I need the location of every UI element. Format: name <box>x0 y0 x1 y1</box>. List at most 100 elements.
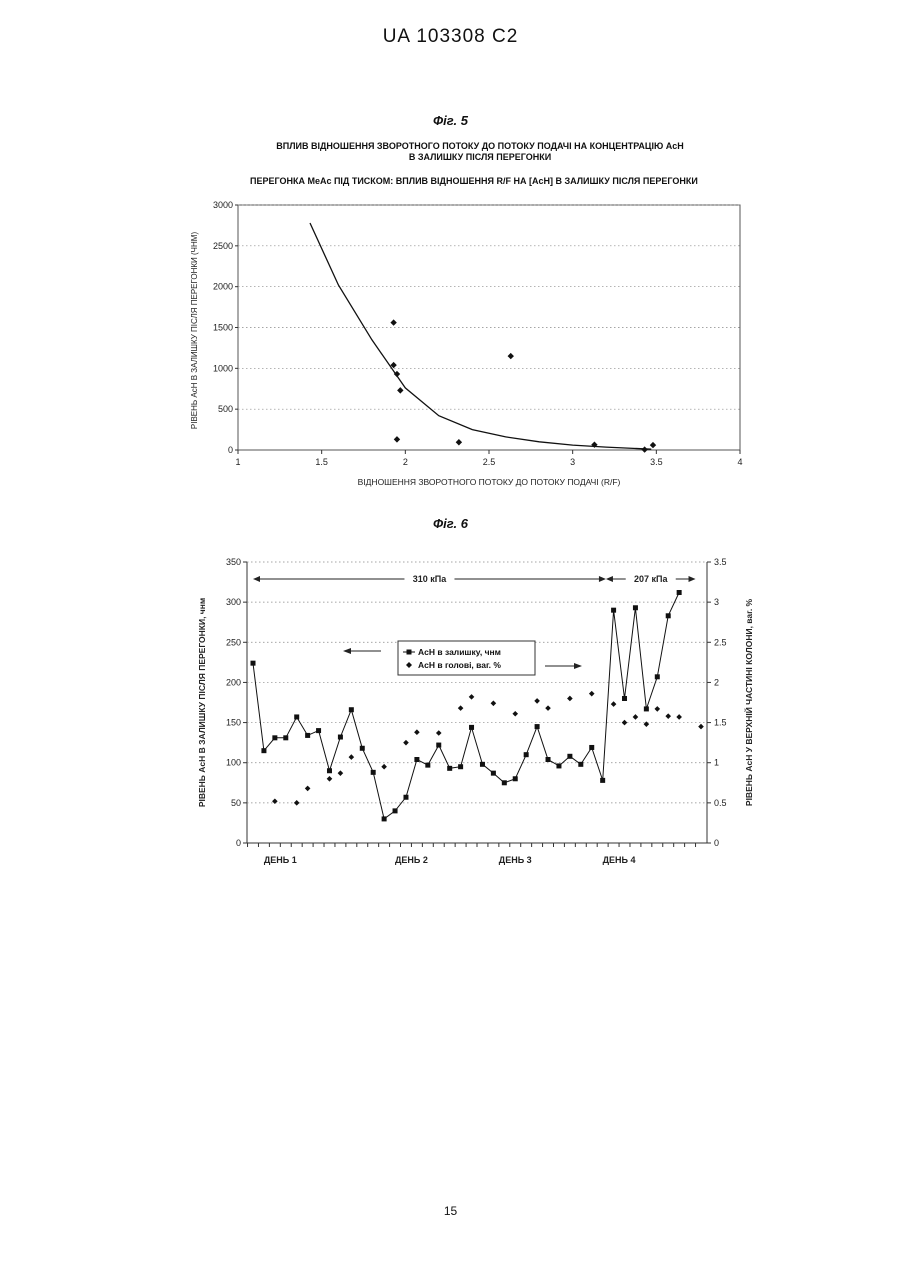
legend-left-arrow-head <box>343 648 351 654</box>
right-tick-label: 3 <box>714 597 719 607</box>
legend-right-arrow-head <box>574 663 582 669</box>
data-point <box>650 442 656 448</box>
x-tick-label: 2 <box>403 457 408 467</box>
pressure-arrow-head <box>606 576 613 582</box>
pressure-label: 310 кПа <box>413 574 447 584</box>
head-point <box>665 713 671 719</box>
residue-point <box>447 766 452 771</box>
left-tick-label: 150 <box>226 718 241 728</box>
left-tick-label: 0 <box>236 838 241 848</box>
y-tick-label: 3000 <box>213 200 233 210</box>
head-point <box>272 798 278 804</box>
head-point <box>545 705 551 711</box>
right-tick-label: 0 <box>714 838 719 848</box>
right-tick-label: 0.5 <box>714 798 727 808</box>
right-tick-label: 1.5 <box>714 718 727 728</box>
head-point <box>611 701 617 707</box>
residue-point <box>491 771 496 776</box>
residue-point <box>535 724 540 729</box>
residue-point <box>327 768 332 773</box>
head-point <box>294 800 300 806</box>
residue-point <box>666 613 671 618</box>
head-point <box>676 714 682 720</box>
plot-frame <box>238 205 740 450</box>
figure-5-chart: 05001000150020002500300011.522.533.54ВІД… <box>0 0 901 520</box>
head-point <box>633 714 639 720</box>
data-point <box>508 353 514 359</box>
left-tick-label: 350 <box>226 557 241 567</box>
head-point <box>654 706 660 712</box>
right-tick-label: 1 <box>714 758 719 768</box>
y-tick-label: 500 <box>218 404 233 414</box>
residue-point <box>261 748 266 753</box>
head-point <box>469 694 475 700</box>
y-tick-label: 0 <box>228 445 233 455</box>
x-tick-label: 3 <box>570 457 575 467</box>
head-point <box>534 698 540 704</box>
left-tick-label: 50 <box>231 798 241 808</box>
head-point <box>327 776 333 782</box>
left-axis-label: РІВЕНЬ AcH В ЗАЛИШКУ ПІСЛЯ ПЕРЕГОНКИ, чн… <box>197 598 207 807</box>
residue-point <box>251 661 256 666</box>
head-point <box>589 691 595 697</box>
y-tick-label: 1000 <box>213 363 233 373</box>
residue-point <box>567 754 572 759</box>
pressure-label: 207 кПа <box>634 574 668 584</box>
residue-point <box>283 735 288 740</box>
day-label: ДЕНЬ 4 <box>603 855 636 865</box>
left-tick-label: 100 <box>226 758 241 768</box>
residue-point <box>294 714 299 719</box>
x-tick-label: 3.5 <box>650 457 663 467</box>
head-point <box>622 720 628 726</box>
residue-point <box>403 795 408 800</box>
residue-point <box>338 735 343 740</box>
residue-point <box>556 763 561 768</box>
head-point <box>644 721 650 727</box>
residue-point <box>611 608 616 613</box>
y-axis-label: РІВЕНЬ AcH В ЗАЛИШКУ ПІСЛЯ ПЕРЕГОНКИ (ЧН… <box>190 232 199 430</box>
page-number: 15 <box>0 1204 901 1218</box>
legend-label-head: AcH в голові, ваг. % <box>418 660 501 670</box>
data-point <box>394 436 400 442</box>
head-point <box>458 705 464 711</box>
residue-point <box>513 776 518 781</box>
head-point <box>436 730 442 736</box>
head-point <box>567 696 573 702</box>
x-tick-label: 1.5 <box>315 457 328 467</box>
right-tick-label: 3.5 <box>714 557 727 567</box>
residue-point <box>524 752 529 757</box>
residue-point <box>578 762 583 767</box>
left-tick-label: 200 <box>226 677 241 687</box>
x-tick-label: 1 <box>235 457 240 467</box>
day-label: ДЕНЬ 3 <box>499 855 532 865</box>
y-tick-label: 2500 <box>213 241 233 251</box>
residue-point <box>502 780 507 785</box>
pressure-arrow-head <box>253 576 260 582</box>
figure-6-chart: 05010015020025030035000.511.522.533.5ДЕН… <box>0 540 901 880</box>
residue-point <box>316 728 321 733</box>
legend-label-residue: AcH в залишку, чнм <box>418 647 501 657</box>
trend-curve <box>310 223 651 449</box>
residue-point <box>644 706 649 711</box>
residue-point <box>349 707 354 712</box>
residue-point <box>622 696 627 701</box>
residue-point <box>382 816 387 821</box>
head-point <box>338 770 344 776</box>
data-point <box>641 446 647 452</box>
pressure-arrow-head <box>689 576 696 582</box>
head-point <box>305 786 311 792</box>
right-tick-label: 2 <box>714 677 719 687</box>
day-label: ДЕНЬ 1 <box>264 855 297 865</box>
residue-point <box>272 735 277 740</box>
residue-point <box>393 808 398 813</box>
x-tick-label: 4 <box>737 457 742 467</box>
figure-6-label: Фіг. 6 <box>0 516 901 531</box>
residue-point <box>546 757 551 762</box>
head-point <box>381 764 387 770</box>
data-point <box>390 319 396 325</box>
data-point <box>456 439 462 445</box>
series-residue-line <box>253 593 679 819</box>
residue-point <box>425 763 430 768</box>
head-point <box>349 754 355 760</box>
residue-point <box>469 725 474 730</box>
